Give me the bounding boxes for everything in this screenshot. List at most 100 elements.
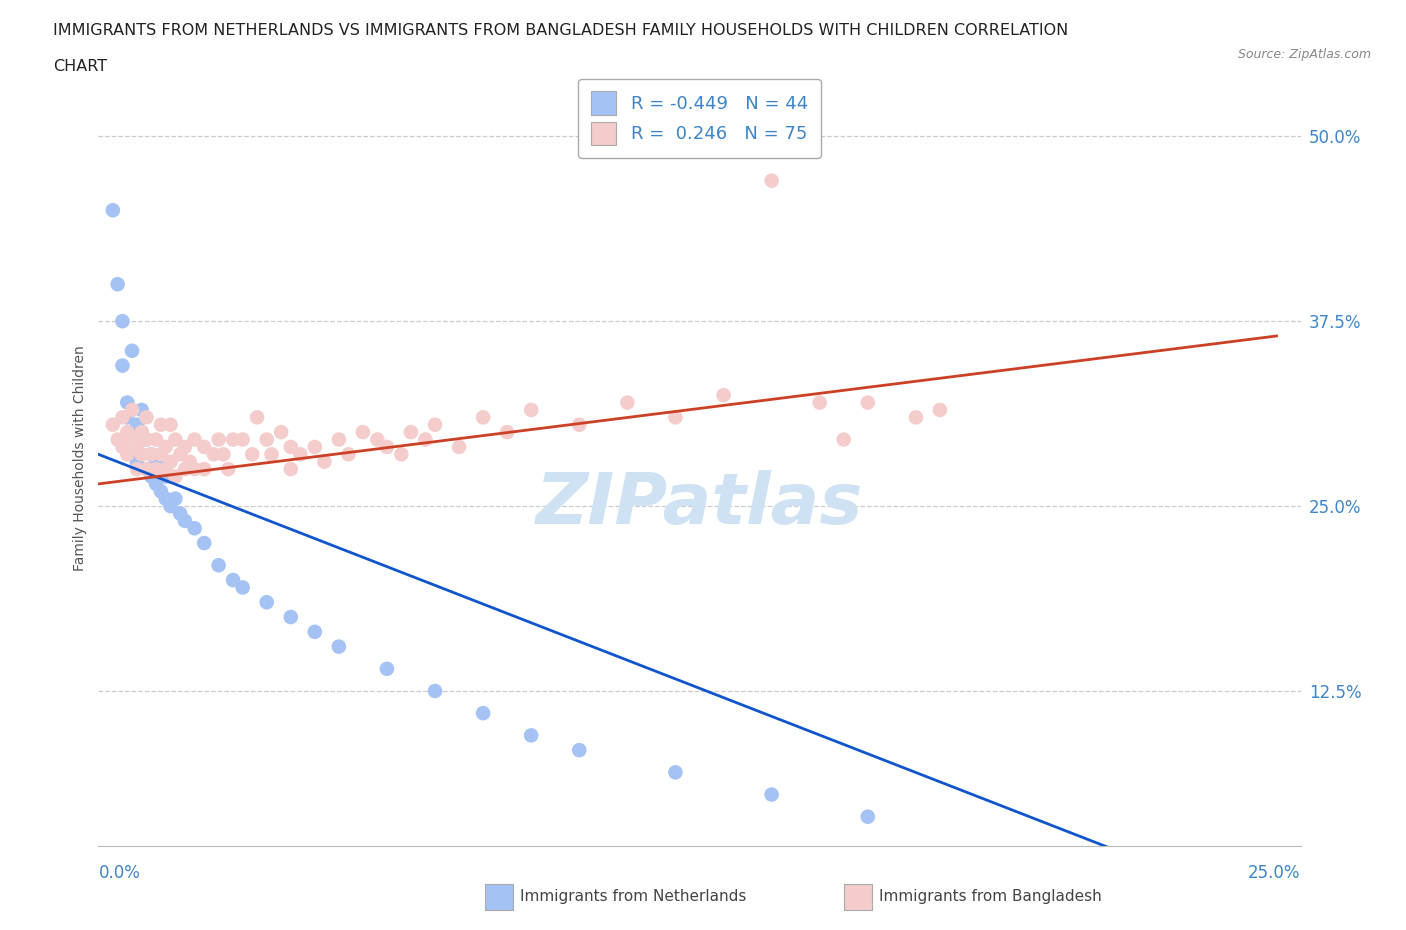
Point — [856, 395, 879, 410]
Point — [304, 624, 326, 639]
Point — [174, 461, 197, 476]
Point — [155, 469, 177, 484]
Point — [616, 395, 638, 410]
Point — [232, 580, 254, 595]
Point — [208, 432, 231, 447]
Point — [183, 432, 205, 447]
Point — [217, 461, 239, 476]
Point — [375, 661, 398, 676]
Point — [256, 432, 278, 447]
Point — [713, 388, 735, 403]
Point — [193, 536, 215, 551]
Point — [121, 403, 143, 418]
Point — [149, 418, 172, 432]
Point — [337, 447, 360, 462]
Point — [366, 432, 388, 447]
Point — [145, 476, 167, 491]
Point — [352, 425, 374, 440]
Point — [174, 440, 197, 455]
FancyBboxPatch shape — [485, 884, 513, 910]
Point — [568, 418, 591, 432]
Legend: R = -0.449   N = 44, R =  0.246   N = 75: R = -0.449 N = 44, R = 0.246 N = 75 — [578, 79, 821, 158]
Point — [155, 461, 177, 476]
Y-axis label: Family Households with Children: Family Households with Children — [73, 345, 87, 571]
Point — [520, 728, 543, 743]
Point — [208, 558, 231, 573]
Point — [183, 461, 205, 476]
Point — [314, 454, 336, 469]
Point — [121, 432, 143, 447]
Point — [520, 403, 543, 418]
Point — [232, 432, 254, 447]
Point — [101, 203, 124, 218]
Point — [141, 469, 163, 484]
Text: 25.0%: 25.0% — [1249, 864, 1301, 882]
Point — [117, 395, 139, 410]
Text: Immigrants from Netherlands: Immigrants from Netherlands — [520, 889, 747, 904]
Point — [270, 425, 292, 440]
Point — [904, 410, 927, 425]
Point — [135, 410, 157, 425]
Point — [256, 595, 278, 610]
Point — [159, 454, 181, 469]
Point — [761, 787, 783, 802]
Point — [121, 343, 143, 358]
Point — [260, 447, 283, 462]
Point — [328, 639, 350, 654]
Point — [149, 447, 172, 462]
Point — [375, 440, 398, 455]
Point — [222, 432, 245, 447]
Point — [125, 418, 148, 432]
Point — [111, 358, 134, 373]
Point — [135, 461, 157, 476]
Point — [101, 418, 124, 432]
Point — [117, 410, 139, 425]
Point — [135, 432, 157, 447]
Point — [141, 447, 163, 462]
Point — [111, 313, 134, 328]
Point — [121, 432, 143, 447]
Point — [399, 425, 422, 440]
Point — [496, 425, 519, 440]
Point — [304, 440, 326, 455]
Point — [246, 410, 269, 425]
Point — [117, 425, 139, 440]
Point — [193, 461, 215, 476]
Point — [125, 461, 148, 476]
Text: Immigrants from Bangladesh: Immigrants from Bangladesh — [879, 889, 1101, 904]
Point — [664, 764, 686, 779]
Point — [222, 573, 245, 588]
Point — [131, 425, 153, 440]
Point — [145, 432, 167, 447]
Point — [165, 432, 187, 447]
Point — [280, 461, 302, 476]
Point — [280, 440, 302, 455]
Point — [159, 469, 181, 484]
Point — [107, 277, 129, 292]
Point — [212, 447, 235, 462]
Point — [131, 403, 153, 418]
Point — [280, 609, 302, 624]
Point — [568, 743, 591, 758]
Point — [664, 410, 686, 425]
Point — [928, 403, 950, 418]
Point — [107, 432, 129, 447]
Point — [423, 684, 446, 698]
Point — [183, 521, 205, 536]
Point — [202, 447, 225, 462]
Text: Source: ZipAtlas.com: Source: ZipAtlas.com — [1237, 48, 1371, 61]
Text: IMMIGRANTS FROM NETHERLANDS VS IMMIGRANTS FROM BANGLADESH FAMILY HOUSEHOLDS WITH: IMMIGRANTS FROM NETHERLANDS VS IMMIGRANT… — [53, 23, 1069, 38]
Point — [141, 447, 163, 462]
Point — [856, 809, 879, 824]
Point — [240, 447, 263, 462]
Text: CHART: CHART — [53, 59, 107, 73]
Point — [159, 418, 181, 432]
FancyBboxPatch shape — [844, 884, 872, 910]
Point — [155, 440, 177, 455]
Point — [761, 173, 783, 188]
Point — [290, 447, 312, 462]
Point — [111, 410, 134, 425]
Point — [155, 491, 177, 506]
Point — [179, 454, 201, 469]
Text: ZIPatlas: ZIPatlas — [536, 471, 863, 539]
